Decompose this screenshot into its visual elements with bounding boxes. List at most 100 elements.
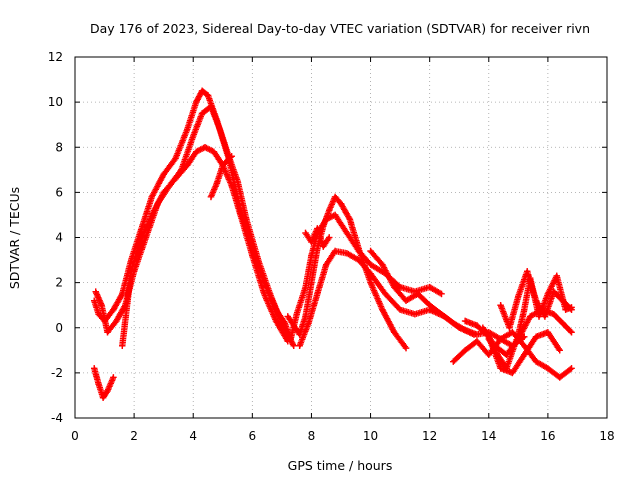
data-point — [308, 252, 315, 259]
data-point — [192, 148, 200, 155]
data-point — [314, 225, 321, 232]
series-track-5 — [207, 153, 235, 201]
series-track-2 — [91, 87, 294, 343]
series-track-4 — [119, 144, 291, 349]
series-track-14 — [497, 268, 575, 331]
data-point — [526, 313, 534, 320]
grid — [75, 57, 607, 418]
y-tick-label: 2 — [55, 276, 63, 290]
data-point — [98, 301, 105, 309]
data-point — [160, 189, 167, 196]
data-point — [228, 153, 235, 160]
data-point — [296, 342, 303, 349]
data-point — [320, 243, 327, 250]
data-point — [213, 180, 221, 187]
data-point — [201, 144, 209, 151]
data-point — [172, 155, 179, 162]
x-tick-label: 2 — [130, 429, 138, 443]
data-point — [521, 333, 528, 340]
data-point — [219, 162, 226, 169]
y-axis-label: SDTVAR / TECUs — [7, 187, 22, 289]
data-point — [308, 238, 315, 246]
data-point — [95, 380, 102, 388]
data-point — [204, 92, 212, 99]
data-point — [367, 247, 374, 255]
data-point — [207, 193, 215, 201]
data-point — [343, 250, 351, 257]
data-point — [228, 182, 235, 189]
y-tick-label: 10 — [48, 95, 63, 109]
data-point — [99, 394, 107, 401]
data-point — [568, 329, 575, 336]
data-point — [337, 200, 345, 207]
data-point — [379, 261, 386, 268]
data-point — [331, 193, 339, 201]
data-point — [524, 268, 531, 275]
data-point — [260, 290, 268, 298]
data-point — [532, 297, 540, 304]
data-point — [355, 256, 362, 264]
data-point — [160, 171, 167, 178]
data-point — [497, 365, 504, 372]
data-point — [521, 342, 528, 349]
data-point — [521, 306, 528, 313]
data-point — [509, 329, 516, 336]
series-markers — [91, 87, 294, 343]
data-point — [355, 247, 362, 255]
data-point — [110, 306, 117, 313]
data-point — [396, 306, 404, 313]
data-point — [509, 369, 516, 377]
data-point — [91, 297, 98, 304]
data-point — [284, 313, 291, 320]
data-point — [216, 126, 224, 133]
y-tick-label: -2 — [51, 366, 63, 380]
data-point — [473, 331, 481, 338]
data-point — [367, 261, 374, 268]
data-point — [323, 216, 330, 223]
data-point — [411, 311, 419, 318]
data-point — [461, 317, 469, 325]
data-point — [521, 351, 528, 359]
data-point — [568, 365, 575, 372]
data-point — [414, 290, 422, 298]
data-point — [556, 347, 563, 354]
series-track-15 — [461, 317, 563, 377]
y-tick-label: 0 — [55, 321, 63, 335]
data-point — [503, 351, 510, 359]
axis-ticks: 0 2 4 6 8 10 12 14 16 18 -4 -2 0 2 4 6 8 10 12 — [48, 50, 615, 443]
data-point — [119, 342, 126, 349]
x-tick-label: 16 — [540, 429, 555, 443]
x-tick-label: 14 — [481, 429, 496, 443]
data-point — [506, 324, 513, 331]
data-point — [237, 211, 244, 219]
data-point — [290, 342, 297, 349]
x-axis-label: GPS time / hours — [288, 458, 393, 473]
data-point — [541, 313, 549, 320]
y-tick-label: 12 — [48, 50, 63, 64]
chart-title: Day 176 of 2023, Sidereal Day-to-day VTE… — [90, 21, 590, 36]
data-point — [293, 311, 300, 318]
data-point — [485, 351, 492, 359]
data-point — [497, 335, 504, 343]
data-point — [402, 297, 410, 304]
data-point — [148, 193, 156, 201]
data-point — [287, 335, 294, 343]
data-point — [184, 126, 191, 133]
series-track-1 — [91, 365, 117, 401]
data-point — [559, 320, 566, 327]
data-point — [323, 261, 330, 268]
y-tick-label: 8 — [55, 140, 63, 154]
data-point — [172, 175, 179, 183]
x-tick-label: 12 — [422, 429, 437, 443]
data-point — [148, 211, 156, 219]
series-track-6 — [284, 193, 410, 352]
y-tick-label: -4 — [51, 411, 63, 425]
x-tick-label: 0 — [71, 429, 79, 443]
data-point — [568, 306, 575, 313]
data-point — [331, 211, 339, 219]
data-point — [192, 98, 200, 106]
data-point — [402, 344, 410, 352]
data-point — [497, 301, 504, 309]
data-point — [473, 322, 481, 329]
